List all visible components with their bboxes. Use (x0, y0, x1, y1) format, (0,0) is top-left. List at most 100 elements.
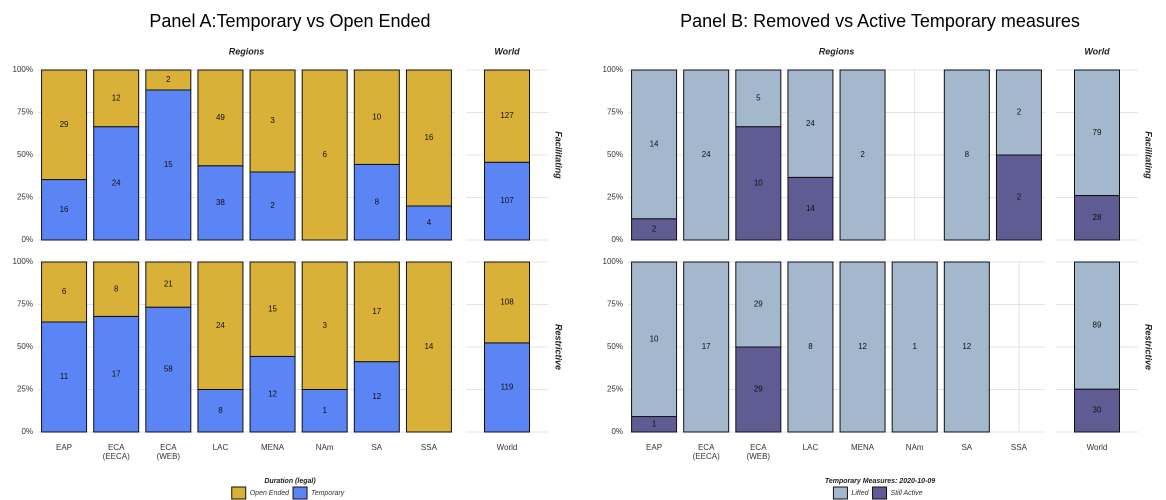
x-tick-label: SA (961, 443, 972, 452)
x-tick-label: ECA (WEB) (747, 443, 771, 461)
data-label: 10 (372, 112, 381, 121)
y-tick-label: 50% (17, 342, 33, 351)
x-tick-label: EAP (646, 443, 662, 452)
bar-segment (41, 261, 88, 323)
bar-segment (93, 261, 140, 317)
data-label: 2 (1017, 108, 1022, 117)
data-label: 3 (270, 116, 275, 125)
strip (1141, 262, 1155, 432)
data-label: 24 (112, 178, 121, 187)
data-label: 6 (322, 150, 327, 159)
bar-segment (943, 261, 990, 433)
data-label: 2 (860, 150, 865, 159)
x-tick-label: MENA (261, 443, 285, 452)
data-label: 79 (1093, 128, 1102, 137)
x-tick-label: ECA (WEB) (157, 443, 181, 461)
legend-title: Temporary Measures: 2020-10-09 (825, 478, 935, 485)
data-label: 15 (164, 160, 173, 169)
bar-segment (891, 261, 938, 433)
x-tick-label: EAP (56, 443, 72, 452)
y-tick-label: 50% (607, 342, 623, 351)
bar-segment (484, 161, 530, 241)
column-header: World (494, 46, 520, 56)
strip (1141, 70, 1155, 240)
x-tick-label: SA (371, 443, 382, 452)
legend-item: Open Ended (231, 486, 290, 500)
data-label: 11 (60, 372, 69, 381)
data-label: 12 (268, 389, 277, 398)
y-tick-label: 50% (17, 150, 33, 159)
y-tick-label: 75% (17, 108, 33, 117)
y-tick-label: 100% (13, 257, 33, 266)
y-tick-label: 75% (607, 108, 623, 117)
y-tick-label: 100% (13, 65, 33, 74)
legend-item: Temporary (292, 486, 345, 500)
data-label: 2 (166, 75, 171, 84)
data-label: 6 (62, 287, 67, 296)
data-label: 1 (652, 419, 657, 428)
x-tick-label: World (497, 443, 518, 452)
x-tick-label: World (1087, 443, 1108, 452)
bar-segment (249, 261, 296, 357)
bar-segment (41, 69, 88, 181)
bar-segment (301, 69, 348, 241)
data-label: 5 (756, 93, 761, 102)
bar-segment (787, 176, 834, 241)
legend-item: Still Active (872, 486, 923, 500)
bar-segment (197, 389, 244, 433)
bar-segment (301, 261, 348, 390)
facet-label: Restrictive (1144, 324, 1154, 370)
data-label: 14 (806, 204, 815, 213)
data-label: 1 (912, 342, 917, 351)
y-tick-label: 25% (607, 385, 623, 394)
legend-title: Duration (legal) (264, 478, 316, 485)
x-tick-label: SSA (1011, 443, 1028, 452)
bar-segment (41, 321, 88, 433)
x-tick-label: LAC (213, 443, 229, 452)
bar-segment (1074, 195, 1120, 241)
bar-segment (787, 261, 834, 433)
bar-segment (995, 154, 1042, 241)
bar-segment (249, 171, 296, 241)
y-tick-label: 75% (607, 300, 623, 309)
bar-segment (995, 69, 1042, 156)
data-label: 29 (60, 120, 69, 129)
y-tick-label: 100% (603, 257, 623, 266)
bar-segment (93, 315, 140, 433)
legend-label: Temporary (311, 490, 345, 497)
data-label: 12 (962, 342, 971, 351)
facet-label: Restrictive (554, 324, 564, 370)
bar-segment (197, 165, 244, 241)
bar-segment (353, 261, 400, 363)
x-tick-label: ECA (EECA) (103, 443, 130, 461)
data-label: 17 (702, 342, 711, 351)
bar-segment (405, 69, 452, 207)
data-label: 8 (218, 406, 223, 415)
bar-segment (631, 69, 678, 220)
bar-segment (683, 69, 730, 241)
facet-label: Facilitating (554, 131, 564, 179)
column-header: Regions (229, 46, 265, 56)
bar-segment (1074, 388, 1120, 433)
data-label: 21 (164, 280, 173, 289)
bar-segment (683, 261, 730, 433)
bar-segment (631, 261, 678, 418)
legend-label: Still Active (891, 490, 923, 497)
panel-title: Panel A:Temporary vs Open Ended (149, 11, 430, 31)
data-label: 107 (500, 196, 514, 205)
bar-segment (301, 389, 348, 433)
legend-swatch (832, 486, 848, 500)
data-label: 8 (375, 197, 380, 206)
data-label: 17 (372, 307, 381, 316)
legend-swatch (872, 486, 888, 500)
data-label: 12 (858, 342, 867, 351)
strip (551, 70, 565, 240)
bar-segment (197, 69, 244, 167)
bar-segment (943, 69, 990, 241)
bar-segment (1074, 261, 1120, 390)
y-tick-label: 0% (21, 427, 33, 436)
facet-label: Facilitating (1144, 131, 1154, 179)
data-label: 17 (112, 369, 121, 378)
data-label: 127 (500, 111, 514, 120)
